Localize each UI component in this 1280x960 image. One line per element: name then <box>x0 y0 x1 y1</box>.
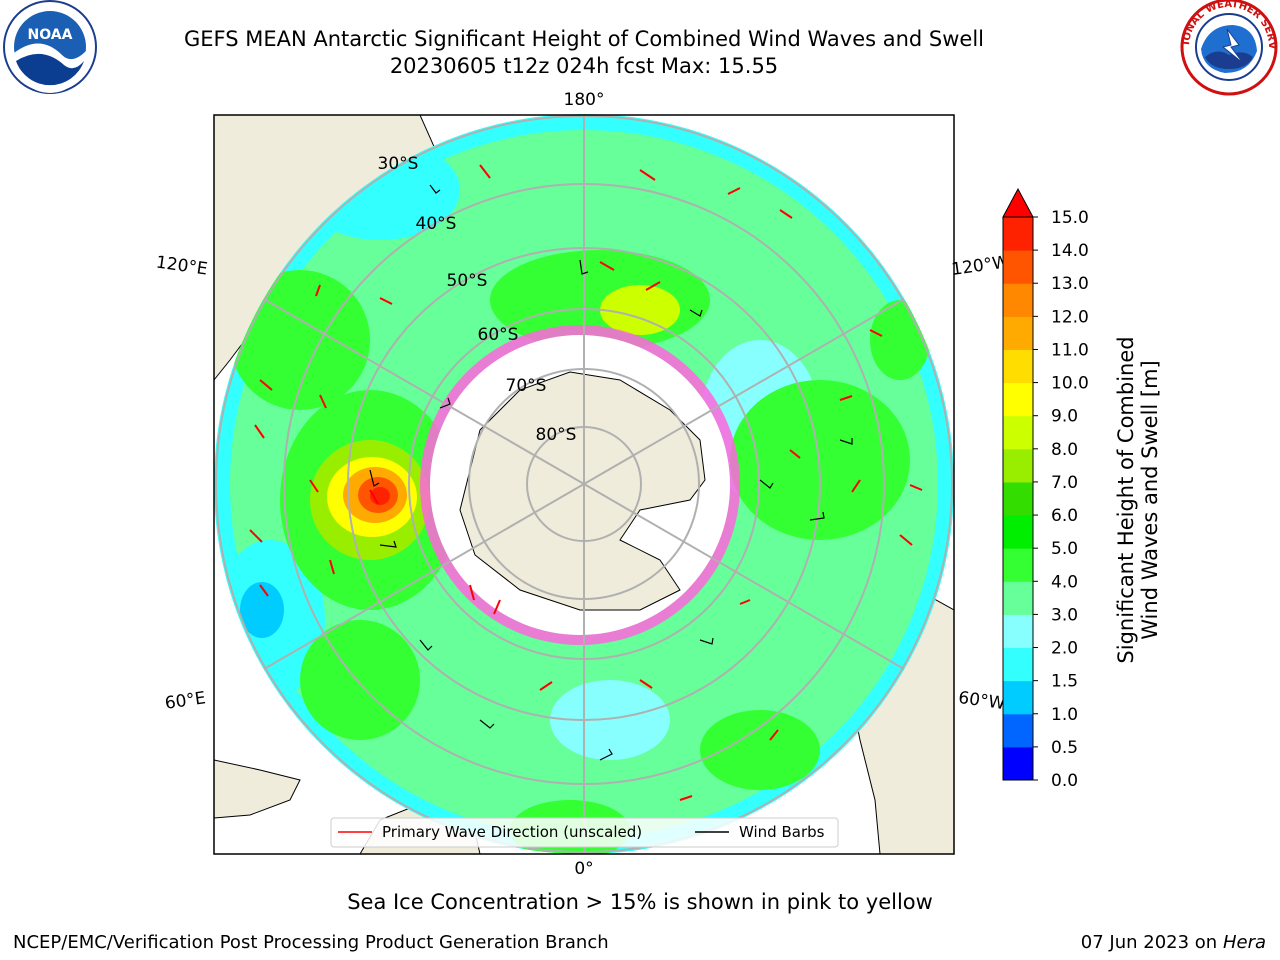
colorbar-segment <box>1003 448 1033 483</box>
colorbar-segment <box>1003 680 1033 715</box>
lon-label-60w: 60°W <box>957 688 1006 714</box>
colorbar-tick-label: 6.0 <box>1051 506 1078 526</box>
colorbar-title: Significant Height of Combined Wind Wave… <box>1114 336 1162 663</box>
lat-label-80s: 80°S <box>536 425 577 445</box>
lon-label-0: 0° <box>574 859 593 879</box>
colorbar-tick-label: 2.0 <box>1051 639 1078 659</box>
noaa-logo-text: NOAA <box>28 27 73 43</box>
colorbar-segment <box>1003 647 1033 682</box>
colorbar-segment <box>1003 746 1033 781</box>
colorbar-tick-label: 13.0 <box>1051 274 1089 294</box>
colorbar: 0.0 0.5 1.0 1.5 2.0 3.0 4.0 5.0 6.0 7.0 8.0 9.0 10.0… <box>1002 187 1089 791</box>
colorbar-tick-label: 15.0 <box>1051 208 1089 228</box>
colorbar-tick-label: 3.0 <box>1051 605 1078 625</box>
map-subtitle: 20230605 t12z 024h fcst Max: 15.55 <box>389 54 779 78</box>
legend-primary-wave-label: Primary Wave Direction (unscaled) <box>382 823 642 841</box>
lat-label-60s: 60°S <box>478 325 519 345</box>
legend-wind-barbs-label: Wind Barbs <box>739 823 825 841</box>
nws-logo: NATIONAL WEATHER SERVICE <box>1180 0 1278 96</box>
colorbar-segment <box>1003 283 1033 317</box>
colorbar-tick-label: 8.0 <box>1051 440 1078 460</box>
colorbar-title-line2: Wind Waves and Swell [m] <box>1138 360 1162 640</box>
lat-label-30s: 30°S <box>378 154 419 174</box>
lat-label-70s: 70°S <box>506 376 547 396</box>
map-title: GEFS MEAN Antarctic Significant Height o… <box>183 27 985 51</box>
colorbar-segment <box>1003 614 1033 649</box>
colorbar-tick-label: 10.0 <box>1051 374 1089 394</box>
lon-label-180: 180° <box>564 90 605 110</box>
colorbar-segment <box>1003 713 1033 748</box>
colorbar-tick-label: 5.0 <box>1051 539 1078 559</box>
colorbar-segment <box>1003 548 1033 582</box>
wind-barbs <box>369 184 853 761</box>
footer-date: 07 Jun 2023 on Hera <box>1081 932 1266 953</box>
colorbar-frame <box>1002 217 1034 781</box>
colorbar-segment <box>1003 217 1033 251</box>
footer-host: Hera <box>1222 932 1266 953</box>
lat-label-40s: 40°S <box>416 214 457 234</box>
colorbar-segment <box>1003 415 1033 450</box>
colorbar-tick-label: 14.0 <box>1051 241 1089 261</box>
colorbar-tick-label: 1.0 <box>1051 705 1078 725</box>
colorbar-segment <box>1003 316 1033 350</box>
antarctica <box>420 325 740 645</box>
colorbar-segment <box>1003 515 1033 549</box>
colorbar-tick-label: 7.0 <box>1051 473 1078 493</box>
lon-label-120w: 120°W <box>950 252 1010 280</box>
lon-label-120e: 120°E <box>155 253 209 280</box>
colorbar-title-line1: Significant Height of Combined <box>1114 336 1138 663</box>
colorbar-tick-label: 4.0 <box>1051 572 1078 592</box>
colorbar-extend-arrow <box>1002 187 1034 218</box>
wave-direction-arrows <box>249 164 923 801</box>
graticule <box>215 114 953 854</box>
colorbar-segment <box>1003 349 1033 384</box>
colorbar-tick-label: 9.0 <box>1051 407 1078 427</box>
colorbar-segment <box>1003 382 1033 417</box>
colorbar-tick-label: 11.0 <box>1051 340 1089 360</box>
footer-branch: NCEP/EMC/Verification Post Processing Pr… <box>13 932 609 953</box>
sea-ice-caption: Sea Ice Concentration > 15% is shown in … <box>347 890 933 914</box>
colorbar-tick-label: 0.5 <box>1051 738 1078 758</box>
colorbar-tick-label: 12.0 <box>1051 307 1089 327</box>
footer-date-text: 07 Jun 2023 on <box>1080 932 1218 953</box>
legend: Primary Wave Direction (unscaled) Wind B… <box>330 817 839 848</box>
lon-label-60e: 60°E <box>164 688 207 713</box>
colorbar-tick-label: 1.5 <box>1051 672 1078 692</box>
colorbar-segment <box>1003 481 1033 516</box>
colorbar-segment <box>1003 581 1033 615</box>
noaa-logo: NOAA <box>3 0 97 94</box>
colorbar-segment <box>1003 250 1033 284</box>
lat-label-50s: 50°S <box>447 271 488 291</box>
colorbar-tick-label: 0.0 <box>1051 771 1078 791</box>
map-frame <box>213 114 955 855</box>
